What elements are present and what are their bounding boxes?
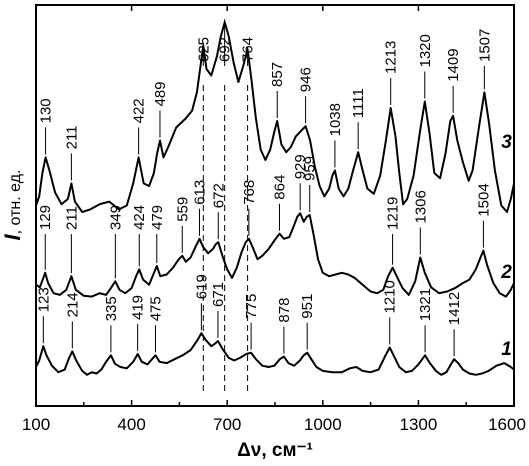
y-axis-unit: , отн. ед. [7, 170, 24, 235]
peak-label: 419 [130, 295, 147, 320]
peak-label: 1504 [475, 183, 492, 216]
series-line-1 [35, 332, 515, 376]
x-tick-label: 1300 [399, 415, 437, 434]
peak-label: 619 [193, 274, 210, 299]
peak-label: 479 [149, 205, 166, 230]
peak-label: 768 [241, 180, 258, 205]
series-number-3: 3 [501, 132, 512, 153]
peak-label: 959 [302, 156, 319, 181]
peak-label: 130 [38, 98, 55, 123]
x-tick-label: 1600 [488, 415, 526, 434]
peak-label: 625 [195, 37, 212, 62]
peak-label: 349 [107, 205, 124, 230]
peak-label: 692 [217, 37, 234, 62]
guide-lines [202, 85, 249, 392]
x-tick-label: 700 [213, 415, 241, 434]
peak-label: 129 [37, 205, 54, 230]
peak-label: 422 [131, 98, 148, 123]
peak-label: 1507 [476, 29, 493, 62]
series-layer [35, 21, 515, 376]
peak-label: 123 [35, 287, 52, 312]
x-axis-label: Δν, см⁻¹ [237, 440, 313, 461]
peak-label: 864 [272, 175, 289, 200]
series-line-3 [35, 21, 515, 213]
peak-label: 335 [103, 296, 120, 321]
series-number-2: 2 [500, 262, 512, 283]
peak-label: 775 [243, 294, 260, 319]
peak-label: 1111 [350, 88, 367, 118]
peak-label: 211 [63, 206, 80, 230]
peak-label: 1306 [412, 190, 429, 223]
peak-label: 672 [210, 183, 227, 208]
peak-label: 929 [292, 154, 309, 179]
x-axis: 100 400 700 1000 1300 1600 [22, 5, 526, 434]
peak-label: 878 [276, 298, 293, 323]
peak-label: 764 [240, 37, 257, 62]
peak-label: 1213 [383, 41, 400, 74]
peak-label: 613 [192, 180, 209, 205]
peak-label: 671 [210, 282, 227, 307]
peak-label: 1321 [417, 288, 434, 321]
peak-label: 1320 [417, 34, 434, 67]
peak-label: 214 [64, 292, 81, 317]
peak-label: 1210 [382, 280, 399, 313]
x-tick-label: 1000 [304, 415, 342, 434]
y-axis-symbol: I [0, 233, 25, 240]
peak-label: 1412 [446, 292, 463, 325]
y-axis-label: I, отн. ед. [0, 170, 25, 241]
x-tick-label: 400 [117, 415, 145, 434]
peak-label: 951 [299, 294, 316, 319]
peak-label: 489 [152, 81, 169, 106]
x-tick-label: 100 [22, 415, 50, 434]
peak-label: 1038 [327, 103, 344, 136]
series-number-1: 1 [501, 339, 512, 360]
peak-label: 559 [174, 197, 191, 222]
peak-label: 211 [63, 125, 80, 149]
peak-label: 946 [298, 67, 315, 92]
peak-label: 857 [269, 62, 286, 87]
peak-label: 1219 [385, 197, 402, 230]
peak-label: 475 [148, 296, 165, 321]
peak-label: 424 [131, 205, 148, 230]
series-line-2 [35, 212, 515, 298]
peak-label: 1409 [445, 48, 462, 81]
